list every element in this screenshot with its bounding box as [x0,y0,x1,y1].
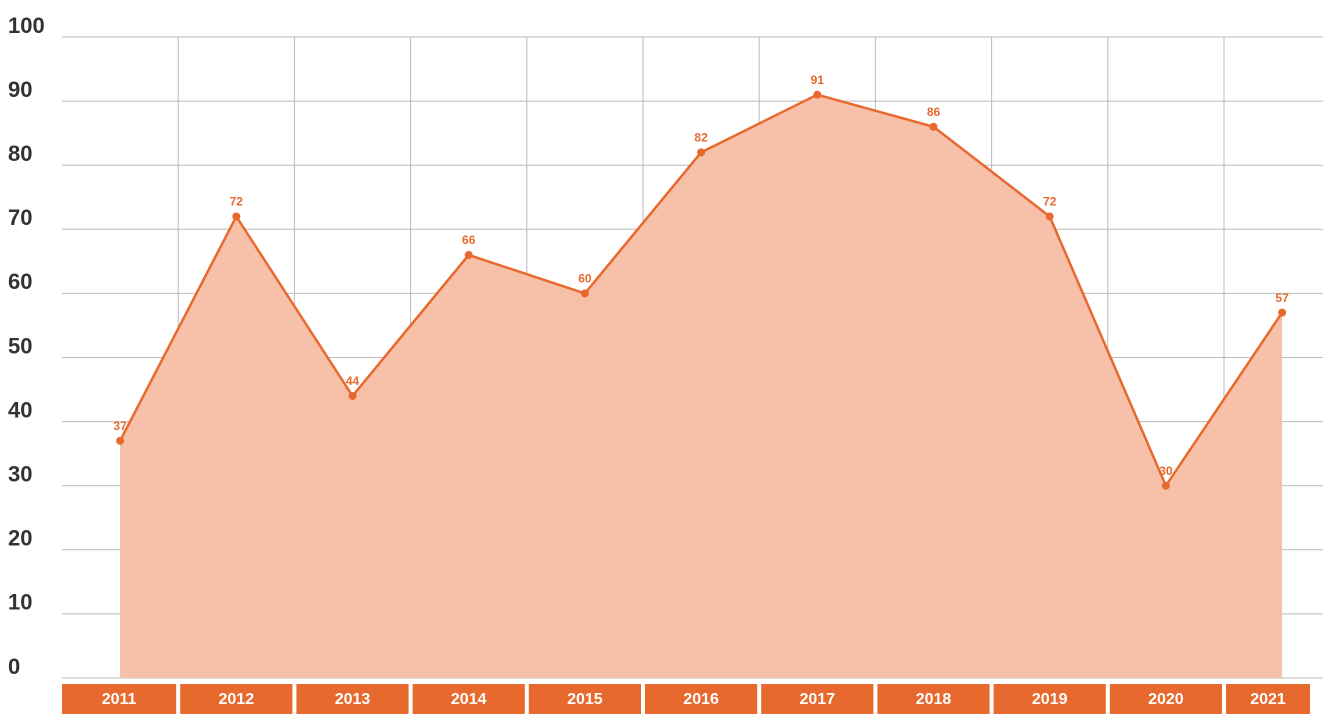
value-label: 86 [927,105,941,119]
point [1278,308,1287,317]
y-tick-label: 30 [8,462,32,487]
point [1045,212,1054,221]
value-label: 66 [462,233,476,247]
value-label: 72 [1043,195,1057,209]
area [120,94,1283,678]
y-tick-label: 100 [8,13,45,38]
x-tick-label: 2018 [916,691,952,708]
x-label-box [296,684,409,714]
x-label-box [1226,684,1310,714]
point [116,436,125,445]
x-tick-label: 2012 [219,691,255,708]
point [232,212,241,221]
x-label-box [180,684,293,714]
point [929,122,938,131]
value-label: 30 [1159,464,1173,478]
x-tick-label: 2014 [451,691,487,708]
x-tick-label: 2011 [102,691,137,708]
point [1161,481,1170,490]
point [697,148,706,157]
point [348,391,357,400]
y-tick-label: 60 [8,269,32,294]
x-label-box [761,684,874,714]
x-tick-label: 2021 [1250,691,1286,708]
value-label: 72 [230,195,244,209]
y-tick-label: 50 [8,333,32,358]
x-label-box [877,684,990,714]
y-tick-label: 0 [8,654,20,679]
y-tick-label: 80 [8,141,32,166]
point [580,289,589,298]
y-tick-label: 40 [8,397,32,422]
point [813,90,822,99]
point [464,250,473,259]
x-tick-label: 2020 [1148,691,1184,708]
x-tick-label: 2016 [683,691,719,708]
x-tick-label: 2019 [1032,691,1068,708]
x-tick-label: 2017 [800,691,836,708]
value-label: 60 [578,272,592,286]
x-label-box [62,684,177,714]
x-label-box [412,684,525,714]
value-label: 57 [1275,291,1289,305]
x-tick-label: 2015 [567,691,603,708]
x-tick-label: 2013 [335,691,371,708]
value-label: 44 [346,374,360,388]
y-tick-label: 90 [8,77,32,102]
x-label-box [645,684,758,714]
y-tick-label: 20 [8,526,32,551]
x-label-box [528,684,641,714]
y-tick-label: 10 [8,590,32,615]
value-label: 91 [811,73,825,87]
x-label-box [1109,684,1222,714]
value-label: 37 [113,419,127,433]
x-label-box [993,684,1106,714]
value-label: 82 [694,131,708,145]
y-tick-label: 70 [8,205,32,230]
